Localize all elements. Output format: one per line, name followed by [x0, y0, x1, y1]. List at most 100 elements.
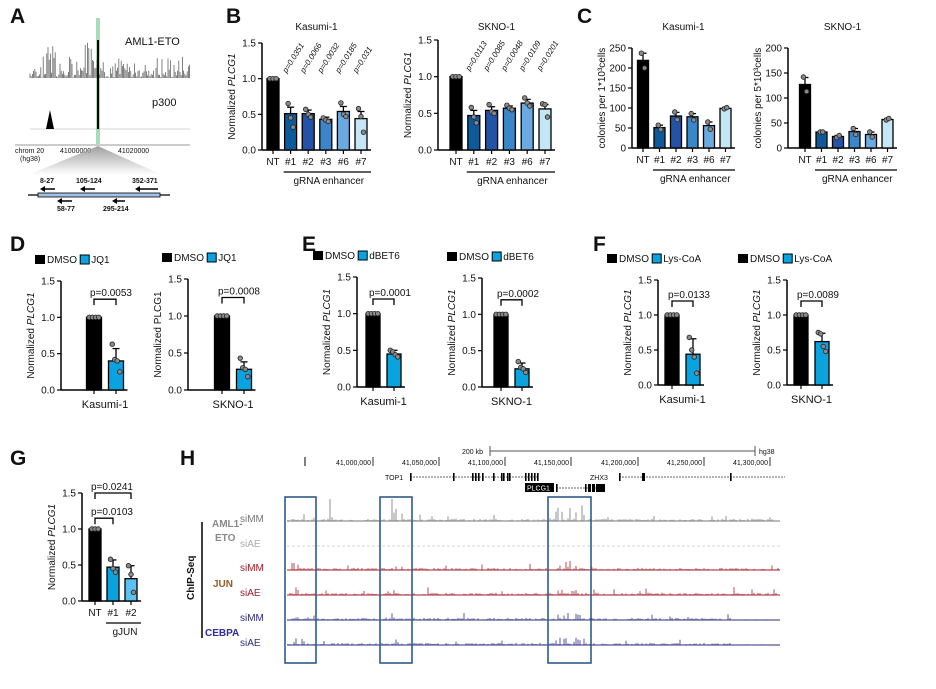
exon — [592, 484, 595, 492]
data-point — [358, 113, 364, 120]
y-tick-label: 0.0 — [62, 597, 76, 608]
data-point — [515, 358, 521, 365]
chart-d1: 0.0 0.5 1.0 1.5 Normalized PLCG1 Kasumi-1 DMSO… — [26, 254, 132, 411]
y-tick-label: 0.5 — [168, 349, 182, 360]
x-tick-label: #2 — [670, 155, 682, 166]
data-point — [641, 65, 648, 71]
data-point — [853, 131, 859, 138]
ruler-label: 41,050,000 — [402, 460, 437, 467]
arrow-head — [80, 186, 85, 192]
data-point — [803, 312, 809, 318]
y-axis-label: Normalized PLCG1 — [447, 289, 458, 375]
x-axis-label: Kasumi-1 — [659, 394, 705, 406]
legend-swatch — [738, 254, 748, 263]
legend-swatch — [491, 251, 502, 262]
p-value-label: p=0.0002 — [497, 289, 539, 300]
significance-bracket — [94, 517, 114, 525]
group-label: gJUN — [112, 627, 137, 638]
data-point — [110, 565, 116, 572]
significance-bracket — [221, 296, 245, 304]
y-tick-label: 1.0 — [337, 309, 351, 320]
data-point — [724, 104, 730, 111]
exon — [475, 473, 477, 481]
y-tick-label: 0.0 — [168, 386, 182, 397]
data-point — [114, 358, 120, 364]
data-point — [107, 556, 114, 562]
data-point — [672, 109, 678, 115]
bar — [502, 107, 517, 151]
x-tick-label: NT — [798, 155, 811, 166]
legend-swatch — [162, 253, 172, 262]
highlight-box — [379, 496, 413, 664]
x-tick-label: #6 — [522, 157, 534, 168]
data-point — [820, 343, 826, 350]
exon — [534, 473, 536, 481]
primer-label: 58-77 — [57, 206, 75, 213]
assembly-label: hg38 — [759, 449, 775, 456]
x-tick-label: #6 — [703, 155, 715, 166]
y-axis-label: colonies per 1*10³cells — [597, 48, 608, 149]
legend-label: JQ1 — [218, 253, 237, 264]
data-point — [803, 88, 810, 95]
y-axis-label: colonies per 5*10³cells — [753, 48, 764, 149]
data-point — [836, 132, 842, 139]
gene-label-plcg1: PLCG1 — [527, 486, 550, 493]
data-point — [867, 129, 873, 135]
chrom-label: chrom 20 — [15, 148, 44, 155]
y-tick-label: 200 — [609, 64, 626, 75]
track-label-p300: p300 — [152, 97, 176, 109]
y-axis-label: Normalized PLCG1 — [47, 504, 58, 590]
x-axis-label: SKNO-1 — [791, 394, 832, 406]
assembly-label: (hg38) — [20, 156, 40, 163]
y-tick-label: 0.5 — [62, 561, 76, 572]
chart-f1: 0.0 0.5 1.0 1.5 Normalized PLCG1 Kasumi-1 DMSO… — [607, 253, 710, 406]
ruler-label: 41,150,000 — [534, 460, 569, 467]
exon — [602, 484, 605, 492]
significance-bracket — [372, 298, 395, 305]
y-tick-label: 250 — [609, 44, 626, 55]
exon — [525, 473, 527, 481]
bar — [664, 314, 680, 386]
factor-label-jun: JUN — [213, 579, 233, 590]
data-point — [542, 101, 548, 108]
significance-bracket — [500, 299, 523, 306]
p-value-label: p=0.0241 — [91, 482, 133, 493]
x-tick-label: #2 — [832, 155, 844, 166]
bar — [815, 131, 828, 149]
panel-letter-d: D — [10, 233, 25, 256]
legend-swatch — [313, 251, 323, 260]
highlight-box — [284, 496, 317, 664]
bar — [354, 117, 368, 151]
x-tick-label: #7 — [539, 157, 551, 168]
data-point — [287, 115, 294, 121]
y-tick-label: 0.0 — [41, 386, 55, 397]
y-tick-label: 1.5 — [767, 276, 781, 287]
x-tick-label: #3 — [320, 157, 332, 168]
chart-g: 0.0 0.5 1.0 1.5 Normalized PLCG1 NT #1 #2 gJUN p=… — [47, 482, 141, 638]
legend-swatch — [35, 255, 45, 264]
panel-letter-e: E — [302, 233, 316, 256]
chip-seq-tracks: siMM siAE siMM siAE siMM siAE — [240, 499, 780, 649]
gene-label-box — [525, 483, 554, 492]
primer-arrows — [40, 186, 158, 204]
gene-models — [410, 473, 785, 492]
significance-bracket — [94, 492, 132, 499]
arrow-head — [40, 186, 45, 192]
arrow-head — [57, 198, 62, 204]
exon — [596, 484, 599, 492]
data-point — [691, 354, 697, 360]
legend-label: DMSO — [619, 254, 649, 265]
bar — [520, 102, 534, 151]
exon — [556, 484, 558, 492]
exon — [482, 473, 484, 481]
chart-e1: 0.0 0.5 1.0 1.5 Normalized PLCG1 Kasumi-1 DMSO… — [313, 250, 411, 408]
panel-letters: A B C D E F G H — [10, 5, 606, 470]
highlight-box — [547, 496, 592, 664]
scale-label: 200 kb — [462, 449, 483, 456]
significance-bracket — [671, 300, 694, 307]
exon — [410, 473, 412, 481]
chart-d2: 0.0 0.5 1.0 1.5 Normalized PLCG1 SKNO-1 DMSO JQ… — [153, 252, 260, 411]
